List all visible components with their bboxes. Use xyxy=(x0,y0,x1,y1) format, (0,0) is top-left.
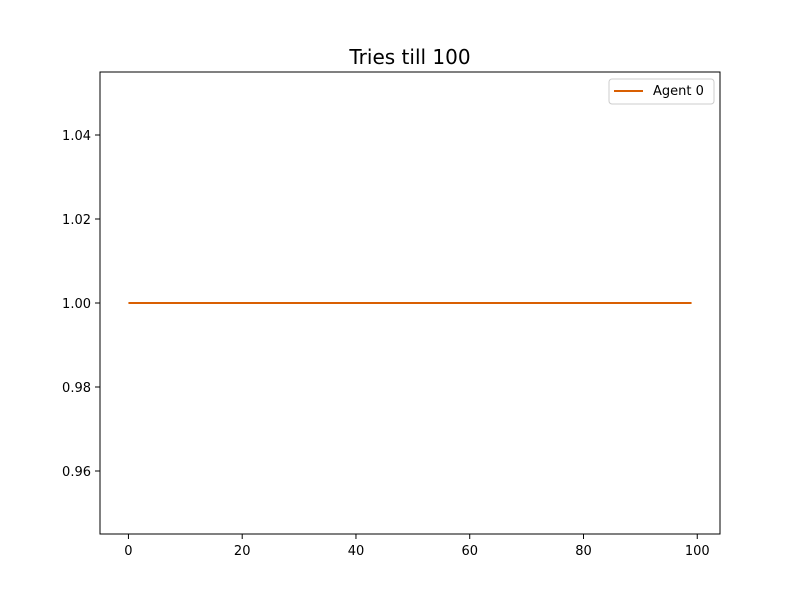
y-tick-label: 1.00 xyxy=(62,297,91,312)
legend-label: Agent 0 xyxy=(653,84,704,99)
legend: Agent 0 xyxy=(608,78,715,105)
x-tick-label: 0 xyxy=(124,544,132,559)
x-axis: 0 20 40 60 80 100 xyxy=(124,534,710,559)
y-tick-label: 0.98 xyxy=(62,381,91,396)
y-tick-label: 0.96 xyxy=(62,465,91,480)
x-tick-label: 40 xyxy=(348,544,365,559)
y-axis: 0.96 0.98 1.00 1.02 1.04 xyxy=(62,129,100,480)
y-tick-label: 1.04 xyxy=(62,129,91,144)
x-tick-label: 100 xyxy=(685,544,710,559)
x-tick-label: 60 xyxy=(461,544,478,559)
y-tick-label: 1.02 xyxy=(62,213,91,228)
legend-box xyxy=(608,78,715,105)
x-tick-label: 20 xyxy=(234,544,251,559)
chart-title: Tries till 100 xyxy=(348,45,470,69)
x-tick-label: 80 xyxy=(575,544,592,559)
